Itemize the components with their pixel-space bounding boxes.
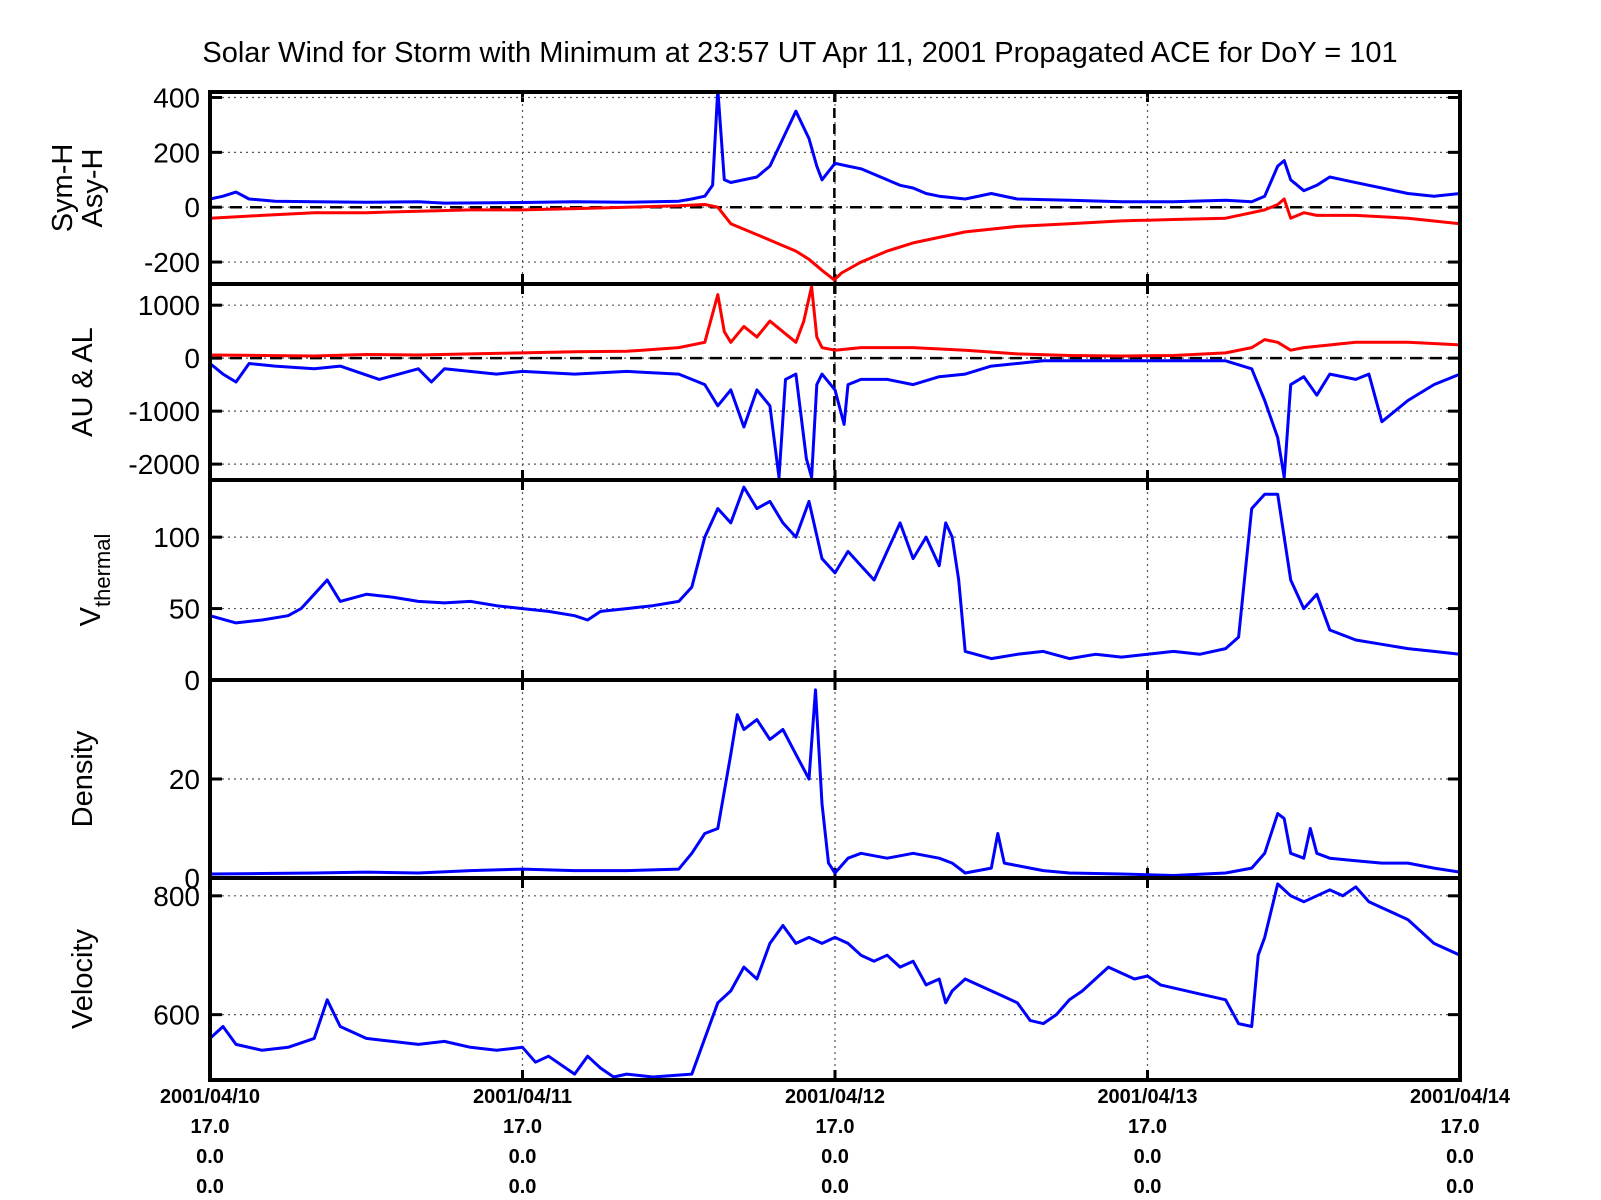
x-tick-label: 0.0	[196, 1146, 224, 1168]
y-tick-label: 400	[153, 82, 200, 113]
x-tick-label: 0.0	[196, 1176, 224, 1198]
series-line-red	[210, 197, 1460, 282]
x-tick-label: 0.0	[1134, 1146, 1162, 1168]
x-tick-label: 0.0	[821, 1176, 849, 1198]
y-tick-label: 50	[169, 594, 200, 625]
y-axis-label: Asy-H	[77, 149, 109, 228]
x-tick-label: 2001/04/11	[473, 1086, 572, 1108]
y-tick-label: 20	[169, 764, 200, 795]
series-line-blue	[210, 359, 1460, 479]
x-tick-label: 2001/04/14	[1410, 1086, 1511, 1108]
panel-5: 800 600 Velocity	[67, 876, 1462, 1082]
series-line-blue	[210, 485, 1460, 661]
series-line-red	[210, 285, 1460, 358]
x-tick-label: 17.0	[503, 1116, 542, 1138]
x-tick-label: 0.0	[509, 1146, 537, 1168]
y-tick-label: 0	[184, 863, 200, 894]
series-line-blue	[210, 882, 1460, 1079]
x-tick-label: 2001/04/12	[785, 1086, 885, 1108]
x-tick-label: 17.0	[1441, 1116, 1480, 1138]
x-tick-labels: 2001/04/10 17.0 0.0 0.0 2001/04/11 17.0 0.0 0.0…	[160, 1086, 1511, 1198]
y-tick-label: 1000	[138, 290, 200, 321]
x-tick-label: 17.0	[1128, 1116, 1167, 1138]
x-tick-label: 0.0	[1134, 1176, 1162, 1198]
series-group	[210, 882, 1460, 1079]
x-tick-label: 17.0	[191, 1116, 230, 1138]
series-group	[210, 688, 1460, 877]
y-axis-label: AU & AL	[67, 327, 99, 437]
x-tick-label: 2001/04/10	[160, 1086, 260, 1108]
y-tick-label: 800	[153, 881, 200, 912]
panel-4: 20 0 Density	[67, 678, 1462, 894]
y-tick-label: 0	[184, 343, 200, 374]
panel-frame	[208, 876, 1462, 1082]
chart-title: Solar Wind for Storm with Minimum at 23:…	[202, 37, 1397, 69]
y-axis-label: Sym-H	[47, 144, 79, 233]
panel-2: 1000 0 -1000 -2000 AU & AL	[67, 282, 1462, 482]
y-tick-label: -2000	[128, 449, 200, 480]
y-tick-label: 0	[184, 665, 200, 696]
series-line-blue	[210, 92, 1460, 205]
series-group	[210, 92, 1460, 282]
x-tick-label: 17.0	[816, 1116, 855, 1138]
series-group	[210, 485, 1460, 661]
series-group	[210, 285, 1460, 479]
y-tick-label: 200	[153, 137, 200, 168]
y-tick-label: 100	[153, 522, 200, 553]
x-tick-label: 2001/04/13	[1097, 1086, 1197, 1108]
y-tick-label: -200	[144, 247, 200, 278]
y-axis-label: Velocity	[67, 929, 99, 1029]
y-axis-label: Density	[67, 730, 99, 827]
series-line-blue	[210, 688, 1460, 877]
y-tick-label: -1000	[128, 396, 200, 427]
y-axis-label: Vthermal	[75, 534, 115, 627]
x-tick-label: 0.0	[509, 1176, 537, 1198]
x-tick-label: 0.0	[1446, 1176, 1474, 1198]
x-tick-label: 0.0	[1446, 1146, 1474, 1168]
panel-3: 100 50 0 Vthermal	[75, 478, 1462, 696]
y-tick-label: 600	[153, 1000, 200, 1031]
y-tick-label: 0	[184, 192, 200, 223]
x-tick-label: 0.0	[821, 1146, 849, 1168]
